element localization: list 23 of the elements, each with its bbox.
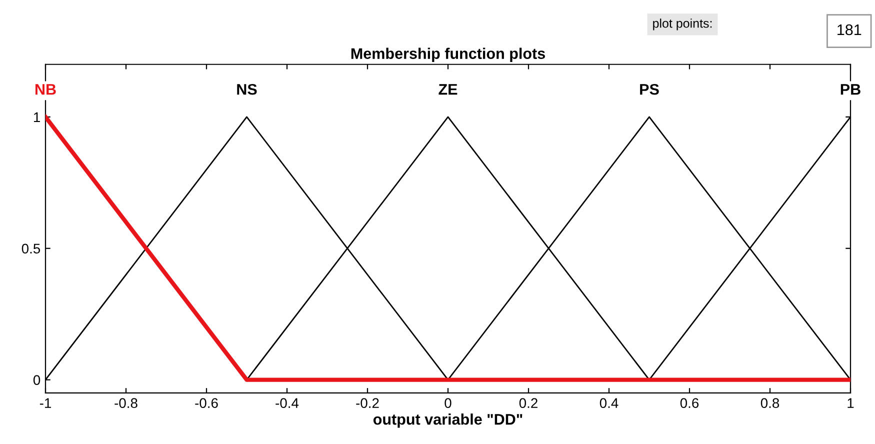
x-tick-label: -1: [40, 398, 51, 408]
x-tick-label: 0.4: [600, 398, 618, 408]
x-tick-label: 0.2: [519, 398, 538, 408]
x-tick-label: -0.8: [114, 398, 138, 408]
legend-label: ZE: [438, 84, 458, 95]
legend-label: PB: [840, 84, 860, 95]
y-tick-label: 1: [34, 112, 40, 122]
y-tick-label: 0: [33, 375, 40, 385]
x-tick-label: 0: [444, 398, 452, 408]
x-tick-label: -0.6: [195, 398, 218, 408]
x-tick-label: 0.8: [760, 398, 780, 408]
x-tick-label: -0.4: [276, 398, 299, 408]
chart-title: Membership function plots: [351, 48, 545, 62]
text: plot points:: [653, 18, 712, 30]
series-label: NB: [35, 84, 56, 95]
text: 181: [838, 24, 862, 36]
series-label: PS: [640, 84, 659, 95]
x-tick-label: 1: [848, 398, 854, 408]
x-axis-title: output variable "DD": [373, 414, 522, 428]
series-label: NS: [237, 84, 257, 95]
x-tick-label: -0.2: [356, 398, 379, 408]
x-tick-label: 0.6: [680, 398, 699, 408]
y-tick-label: 0.5: [22, 244, 40, 254]
